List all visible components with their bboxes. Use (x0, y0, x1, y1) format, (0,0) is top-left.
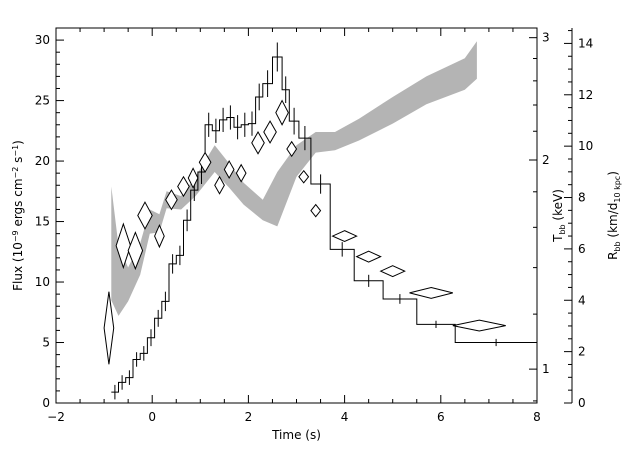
temperature-point-13 (263, 120, 277, 144)
left-y-axis-label: Flux (10−9 ergs cm−2 s−1) (11, 140, 25, 291)
y-tick-label-3: 15 (35, 215, 50, 229)
temperature-tick-label-1: 2 (542, 153, 550, 167)
flux-histogram-line (111, 56, 537, 393)
temperature-point-20 (379, 265, 406, 278)
temperature-point-17 (310, 203, 322, 218)
temperature-point-1 (115, 222, 132, 270)
x-tick-label-3: 4 (341, 410, 349, 424)
radius-tick-label-0: 0 (578, 396, 586, 410)
temperature-point-5 (165, 189, 178, 211)
y-tick-label-2: 10 (35, 275, 50, 289)
temperature-point-21 (409, 286, 453, 299)
temperature-point-11 (235, 163, 247, 183)
y-tick-label-6: 30 (35, 33, 50, 47)
radius-band-layer (111, 41, 477, 316)
temperature-tick-label-2: 3 (542, 31, 550, 45)
temperature-point-7 (187, 167, 199, 189)
x-axis-label: Time (s) (271, 428, 321, 442)
radius-band (111, 41, 477, 316)
temperature-point-0 (103, 291, 115, 365)
y-tick-label-1: 5 (42, 336, 50, 350)
radius-tick-label-7: 14 (578, 36, 593, 50)
temperature-point-14 (275, 99, 289, 126)
temperature-point-15 (286, 140, 298, 158)
temperature-point-22 (452, 319, 506, 332)
radius-tick-label-1: 2 (578, 345, 586, 359)
x-tick-label-1: 0 (148, 410, 156, 424)
temperature-point-8 (198, 151, 212, 173)
radius-axis-label: Rbb (km/d10 kpc) (606, 171, 622, 260)
x-tick-label-5: 8 (533, 410, 541, 424)
temperature-axis-label: Tbb (keV) (551, 189, 567, 243)
radius-tick-label-3: 6 (578, 242, 586, 256)
temperature-diamonds-layer (103, 99, 506, 365)
radius-tick-label-2: 4 (578, 293, 586, 307)
temperature-tick-label-0: 1 (542, 362, 550, 376)
temperature-point-6 (177, 175, 190, 198)
y-tick-label-5: 25 (35, 94, 50, 108)
temperature-point-3 (137, 201, 153, 230)
x-tick-label-2: 2 (245, 410, 253, 424)
y-tick-label-0: 0 (42, 396, 50, 410)
radius-tick-label-4: 8 (578, 191, 586, 205)
temperature-point-19 (355, 250, 382, 263)
temperature-point-12 (251, 131, 265, 155)
x-tick-label-0: −2 (47, 410, 65, 424)
y-tick-label-4: 20 (35, 154, 50, 168)
temperature-point-4 (154, 223, 165, 249)
temperature-point-16 (298, 169, 310, 184)
flux-histogram-layer (111, 42, 537, 400)
temperature-point-9 (214, 175, 225, 195)
temperature-point-18 (331, 230, 358, 243)
temperature-point-10 (223, 160, 235, 180)
radius-tick-label-5: 10 (578, 139, 593, 153)
x-tick-label-4: 6 (437, 410, 445, 424)
temperature-point-2 (127, 231, 144, 271)
radius-tick-label-6: 12 (578, 88, 593, 102)
